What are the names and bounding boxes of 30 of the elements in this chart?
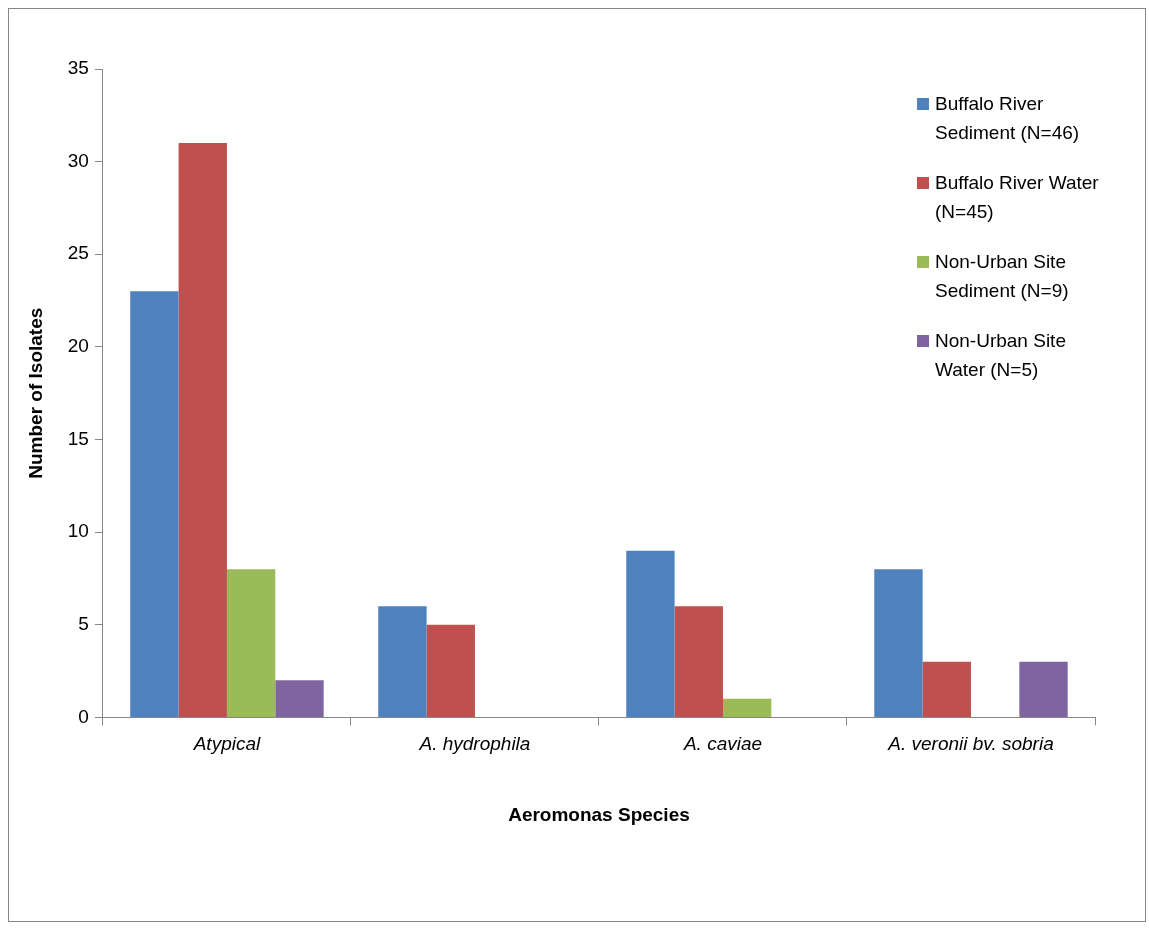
legend-label: Buffalo River Water (N=45) [935,171,1100,224]
y-tick-label: 10 [67,520,89,542]
y-tick-label: 5 [78,613,89,635]
y-tick-label: 30 [67,149,89,171]
bar [226,569,276,717]
bar [130,291,179,717]
x-tick-label: Atypical [192,733,261,755]
x-axis-title: Aeromonas Species [508,803,690,825]
legend-label: Non-Urban Site Sediment (N=9) [935,250,1070,303]
y-tick-label: 20 [67,335,89,357]
bar [874,569,923,717]
y-tick-label: 0 [78,705,89,727]
y-tick-label: 15 [67,427,89,449]
x-tick-label: A. caviae [682,733,763,755]
bar [178,143,227,717]
legend-label: Buffalo River Sediment (N=46) [935,92,1081,145]
bar [426,624,475,717]
bar [922,661,971,717]
bar [722,698,772,717]
y-axis-title: Number of Isolates [24,307,46,479]
bar [1019,661,1068,717]
y-tick-label: 25 [67,242,89,264]
x-tick-label: A. veronii bv. sobria [887,733,1054,755]
bar [378,606,427,717]
bar [674,606,723,717]
bar [626,550,675,717]
y-tick-label: 35 [67,57,89,79]
legend-label: Non-Urban Site Water (N=5) [935,329,1067,382]
bar [275,680,324,717]
x-tick-label: A. hydrophila [418,733,531,755]
